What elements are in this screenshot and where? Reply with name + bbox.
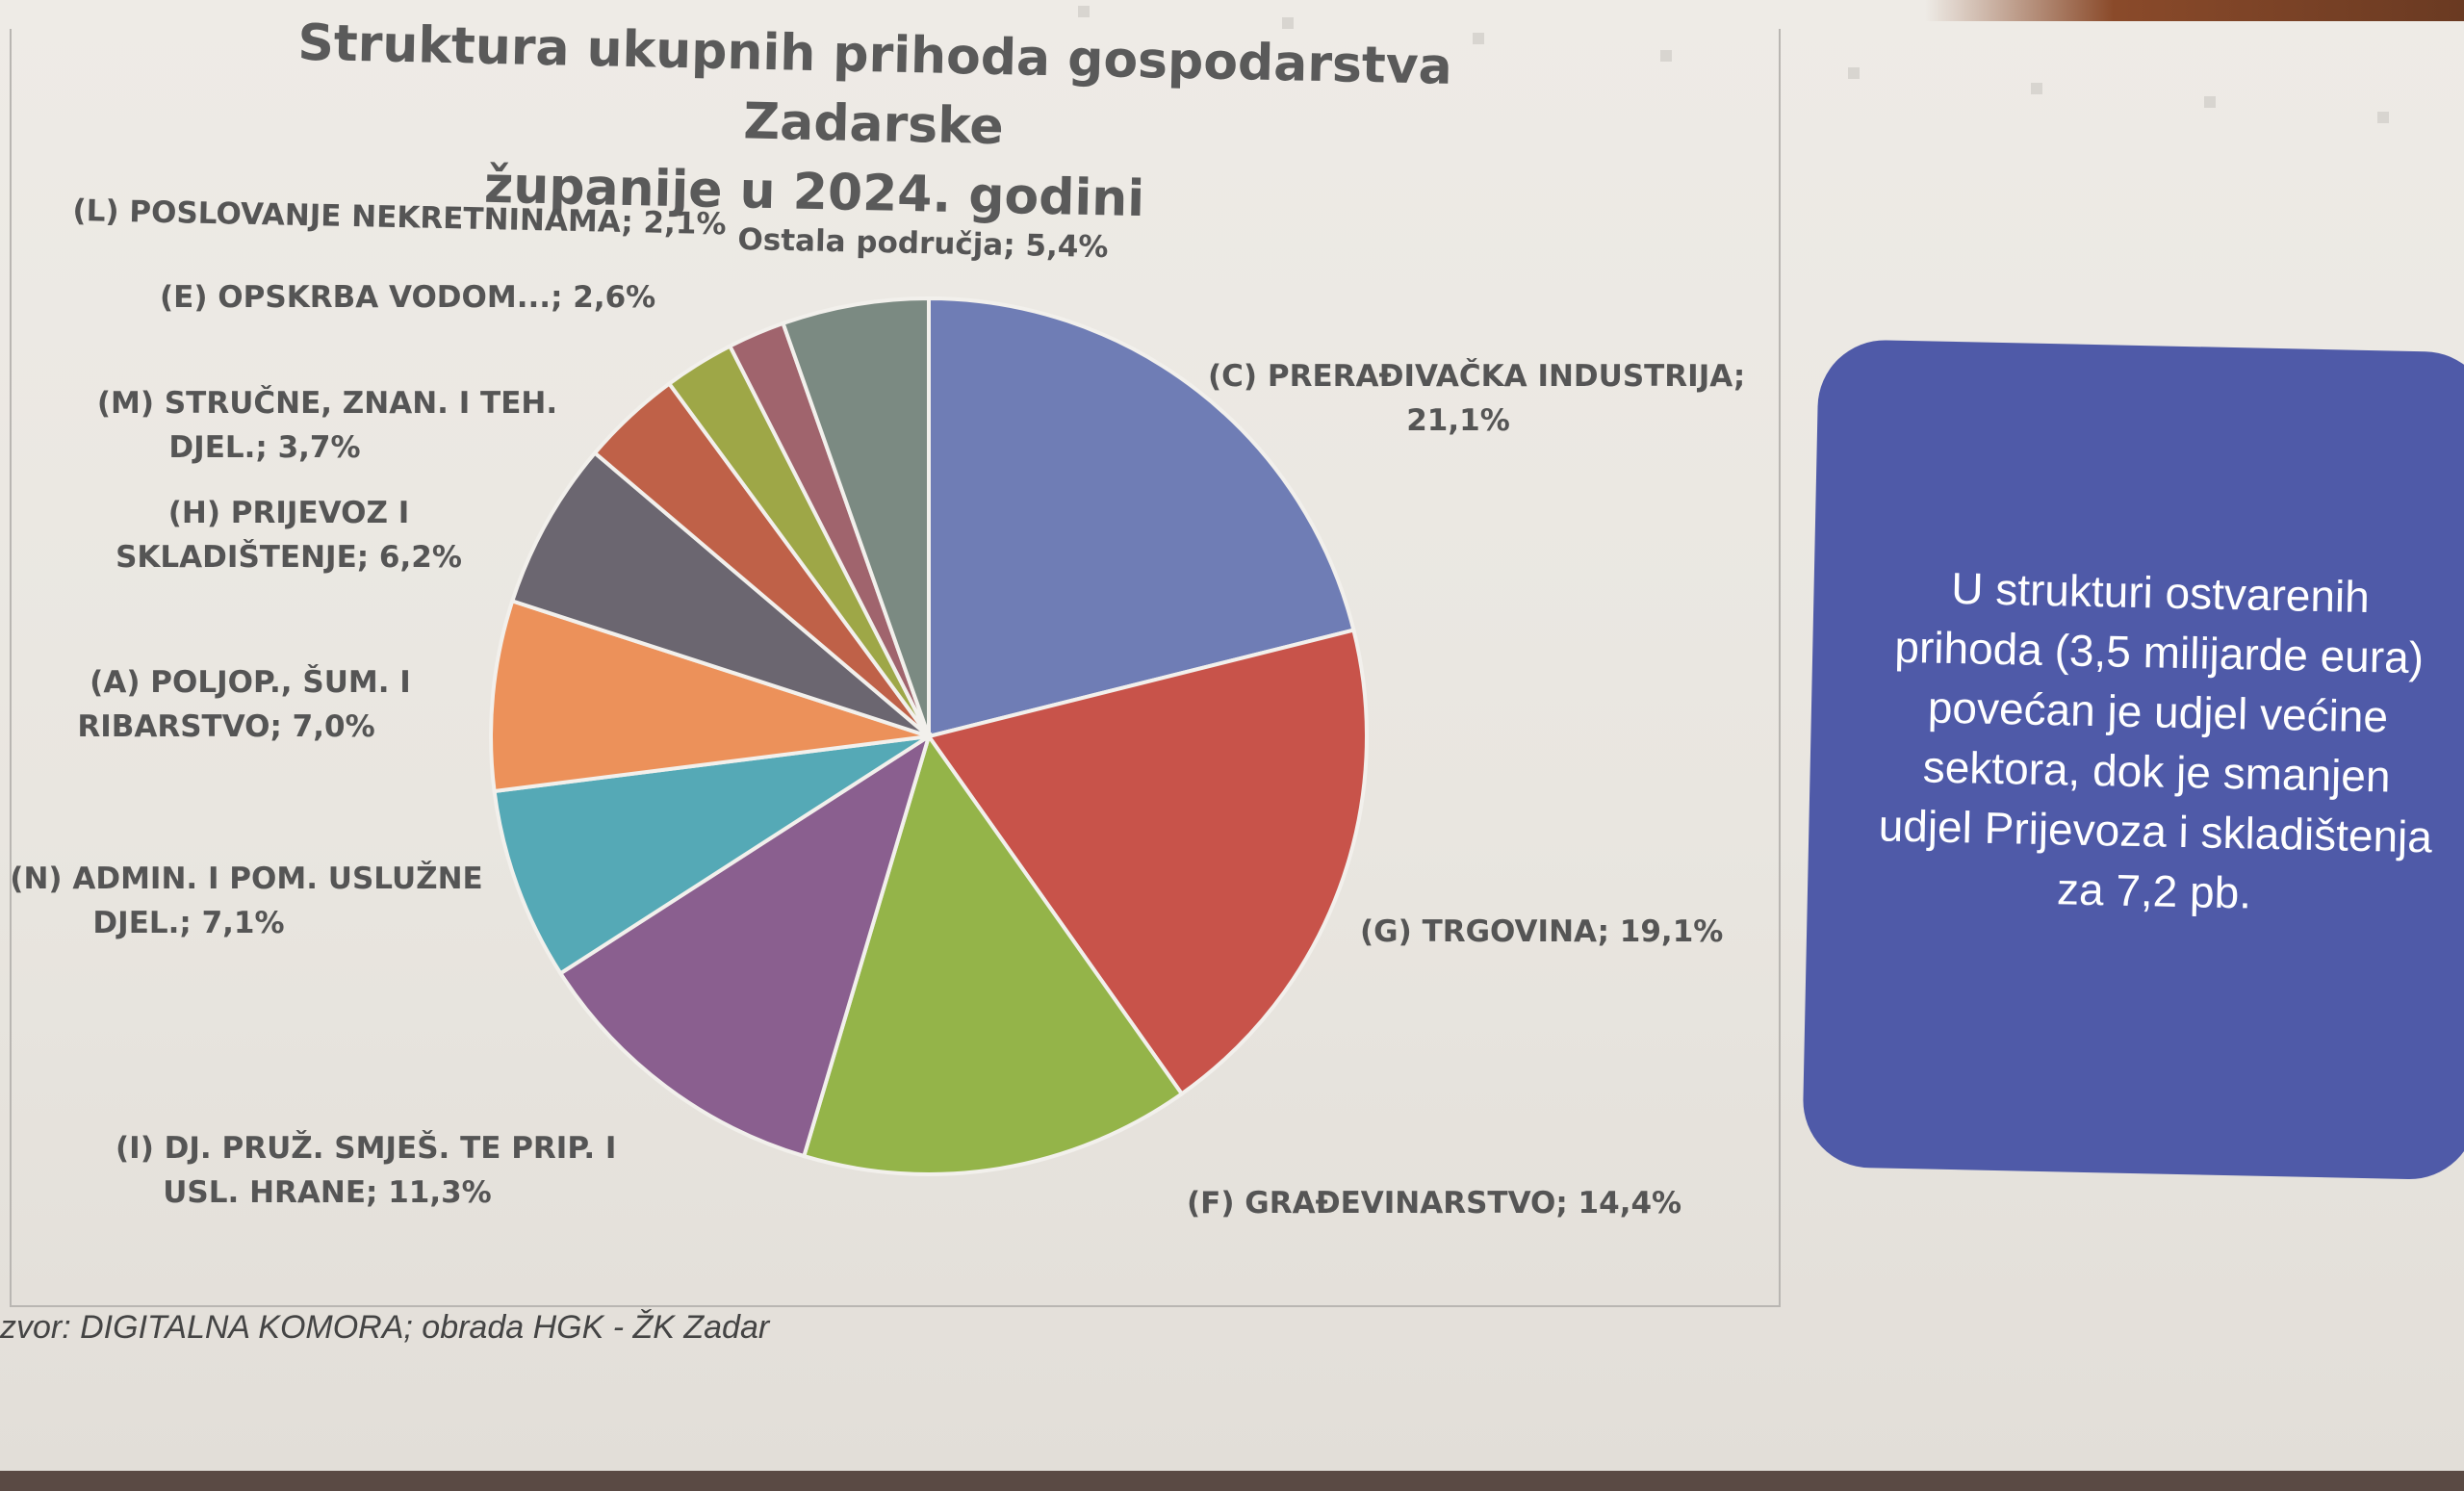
pie-slice-4 bbox=[492, 734, 931, 976]
slice-label-c-line-1: (C) PRERAĐIVAČKA INDUSTRIJA; bbox=[1208, 359, 1746, 394]
slice-label-h-line-1: (H) PRIJEVOZ I bbox=[167, 496, 410, 530]
callout-box: U strukturi ostvarenih prihoda (3,5 mili… bbox=[1801, 339, 2464, 1181]
pie-slice-3 bbox=[557, 732, 933, 1159]
pie-slice-5 bbox=[489, 598, 930, 794]
slice-label-g: (G) TRGOVINA; 19,1% bbox=[1360, 910, 1723, 954]
slice-label-i: (I) DJ. PRUŽ. SMJEŠ. TE PRIP. I USL. HRA… bbox=[116, 1126, 617, 1215]
decor-dot bbox=[1848, 67, 1860, 79]
pie-slice-1 bbox=[925, 628, 1369, 1097]
decor-dot bbox=[2031, 83, 2042, 94]
slice-label-other-line-1: Ostala područja; 5,4% bbox=[737, 221, 1109, 266]
slice-label-n: (N) ADMIN. I POM. USLUŽNE DJEL.; 7,1% bbox=[6, 857, 487, 945]
slice-label-m: (M) STRUČNE, ZNAN. I TEH. DJEL.; 3,7% bbox=[96, 381, 558, 470]
slice-label-c: (C) PRERAĐIVAČKA INDUSTRIJA; 21,1% bbox=[1208, 354, 1746, 443]
source-note: zvor: DIGITALNA KOMORA; obrada HGK - ŽK … bbox=[0, 1309, 770, 1346]
slice-label-a: (A) POLJOP., ŠUM. I RIBARSTVO; 7,0% bbox=[77, 660, 424, 749]
slice-label-f-line-1: (F) GRAĐEVINARSTVO; 14,4% bbox=[1187, 1186, 1682, 1221]
slice-label-other: Ostala područja; 5,4% bbox=[737, 218, 1109, 270]
chart-frame bbox=[10, 29, 1781, 1307]
decor-dot bbox=[1660, 50, 1672, 62]
slice-label-m-line-1: (M) STRUČNE, ZNAN. I TEH. bbox=[96, 386, 558, 421]
bottom-band bbox=[0, 1471, 2464, 1491]
slice-label-a-line-1: (A) POLJOP., ŠUM. I bbox=[90, 665, 411, 700]
slice-label-i-line-1: (I) DJ. PRUŽ. SMJEŠ. TE PRIP. I bbox=[116, 1131, 617, 1166]
slice-label-e: (E) OPSKRBA VODOM...; 2,6% bbox=[160, 275, 655, 320]
decor-dot bbox=[1282, 17, 1294, 29]
slice-label-c-line-2: 21,1% bbox=[1406, 403, 1510, 438]
callout-text: U strukturi ostvarenih prihoda (3,5 mili… bbox=[1845, 556, 2464, 927]
slice-label-m-line-2: DJEL.; 3,7% bbox=[168, 430, 361, 465]
top-right-band bbox=[1925, 0, 2464, 21]
slice-label-g-line-1: (G) TRGOVINA; 19,1% bbox=[1360, 914, 1724, 949]
slice-label-n-line-2: DJEL.; 7,1% bbox=[92, 906, 285, 940]
slice-label-h: (H) PRIJEVOZ I SKLADIŠTENJE; 6,2% bbox=[116, 491, 462, 579]
slice-label-i-line-2: USL. HRANE; 11,3% bbox=[163, 1175, 492, 1210]
decor-dot bbox=[2204, 96, 2216, 108]
slice-label-f: (F) GRAĐEVINARSTVO; 14,4% bbox=[1187, 1181, 1681, 1225]
pie-slice-6 bbox=[509, 450, 931, 738]
decor-dot bbox=[2377, 112, 2389, 123]
decor-dot bbox=[1078, 6, 1090, 17]
pie-slice-2 bbox=[801, 732, 1185, 1176]
pie-slice-0 bbox=[927, 296, 1356, 739]
slice-label-e-line-1: (E) OPSKRBA VODOM...; 2,6% bbox=[160, 280, 656, 315]
pie-slice-10 bbox=[781, 296, 931, 737]
slice-label-a-line-2: RIBARSTVO; 7,0% bbox=[77, 709, 375, 744]
slice-label-n-line-1: (N) ADMIN. I POM. USLUŽNE bbox=[10, 861, 483, 896]
decor-dot bbox=[1473, 33, 1484, 44]
slice-label-h-line-2: SKLADIŠTENJE; 6,2% bbox=[116, 540, 462, 575]
